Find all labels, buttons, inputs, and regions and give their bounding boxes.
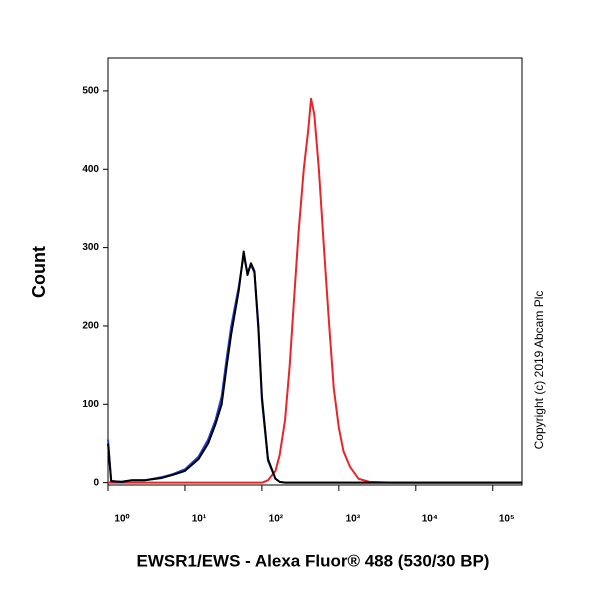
y-tick-label: 100 bbox=[82, 399, 99, 410]
x-tick-label: 10³ bbox=[346, 514, 361, 525]
histogram-line bbox=[107, 254, 522, 484]
y-tick-label: 300 bbox=[82, 242, 99, 253]
x-tick-label: 10⁴ bbox=[422, 514, 438, 525]
y-tick-label: 400 bbox=[82, 164, 99, 175]
histogram-line bbox=[108, 97, 522, 484]
y-axis-label: Count bbox=[29, 246, 49, 298]
histogram-line bbox=[107, 250, 522, 484]
copyright-note: Copyright (c) 2019 Abcam Plc bbox=[532, 291, 546, 450]
x-axis-label: EWSR1/EWS - Alexa Fluor® 488 (530/30 BP) bbox=[137, 551, 490, 570]
x-tick-label: 10⁰ bbox=[114, 514, 129, 525]
x-tick-label: 10⁵ bbox=[499, 514, 515, 525]
y-tick-label: 200 bbox=[82, 321, 99, 332]
y-tick-label: 0 bbox=[93, 477, 99, 488]
x-tick-label: 10¹ bbox=[192, 514, 207, 525]
plot-frame bbox=[107, 57, 523, 486]
x-tick-label: 10² bbox=[269, 514, 284, 525]
y-tick-label: 500 bbox=[82, 86, 99, 97]
